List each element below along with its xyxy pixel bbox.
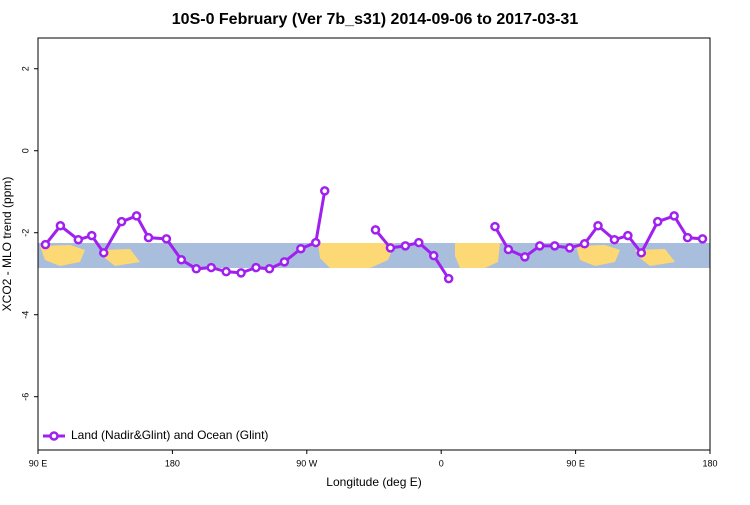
- point: [623, 230, 633, 241]
- point: [549, 241, 560, 251]
- x-tick-label: 180: [165, 458, 180, 468]
- point: [503, 244, 514, 255]
- point: [636, 248, 647, 258]
- y-axis-label: XCO2 - MLO trend (ppm): [0, 177, 14, 312]
- point: [593, 221, 603, 231]
- map-band: [38, 243, 710, 268]
- point: [40, 239, 51, 250]
- point: [311, 237, 321, 248]
- point: [609, 234, 620, 245]
- point: [236, 268, 246, 278]
- point: [296, 243, 306, 254]
- point: [55, 221, 66, 231]
- point: [87, 230, 97, 241]
- y-tick-label: 2: [20, 66, 30, 71]
- point: [73, 234, 84, 245]
- y-tick-label: -6: [20, 393, 30, 401]
- legend-marker: [49, 431, 59, 441]
- y-tick-label: -2: [20, 229, 30, 237]
- point: [428, 250, 439, 261]
- point: [564, 243, 575, 253]
- point: [131, 211, 142, 221]
- point: [116, 216, 127, 227]
- point: [385, 243, 396, 253]
- point: [490, 221, 500, 232]
- point: [579, 239, 590, 249]
- point: [400, 241, 411, 251]
- y-tick-label: -4: [20, 311, 30, 319]
- point: [221, 266, 231, 277]
- point: [191, 264, 202, 274]
- point: [98, 248, 109, 258]
- x-tick-label: 180: [702, 458, 717, 468]
- point: [697, 234, 708, 244]
- x-tick-label: 0: [439, 458, 444, 468]
- x-axis-label: Longitude (deg E): [326, 475, 421, 489]
- point: [669, 211, 679, 221]
- point: [206, 262, 216, 273]
- point: [535, 241, 545, 251]
- point: [652, 216, 663, 227]
- x-tick-label: 90 E: [29, 458, 48, 468]
- point: [143, 232, 154, 243]
- x-tick-label: 90 E: [566, 458, 585, 468]
- point: [682, 232, 693, 243]
- point: [370, 225, 381, 235]
- point: [414, 237, 424, 248]
- point: [251, 262, 261, 273]
- point: [443, 273, 454, 284]
- point: [520, 252, 530, 262]
- point: [279, 257, 290, 267]
- plot-frame: [37, 37, 711, 451]
- point: [319, 186, 330, 196]
- legend-label: Land (Nadir&Glint) and Ocean (Glint): [71, 428, 268, 442]
- point: [161, 234, 172, 244]
- point: [176, 255, 187, 265]
- x-tick-label: 90 W: [296, 458, 318, 468]
- y-tick-label: 0: [20, 148, 30, 153]
- point: [264, 264, 275, 274]
- chart-title: 10S-0 February (Ver 7b_s31) 2014-09-06 t…: [172, 11, 579, 28]
